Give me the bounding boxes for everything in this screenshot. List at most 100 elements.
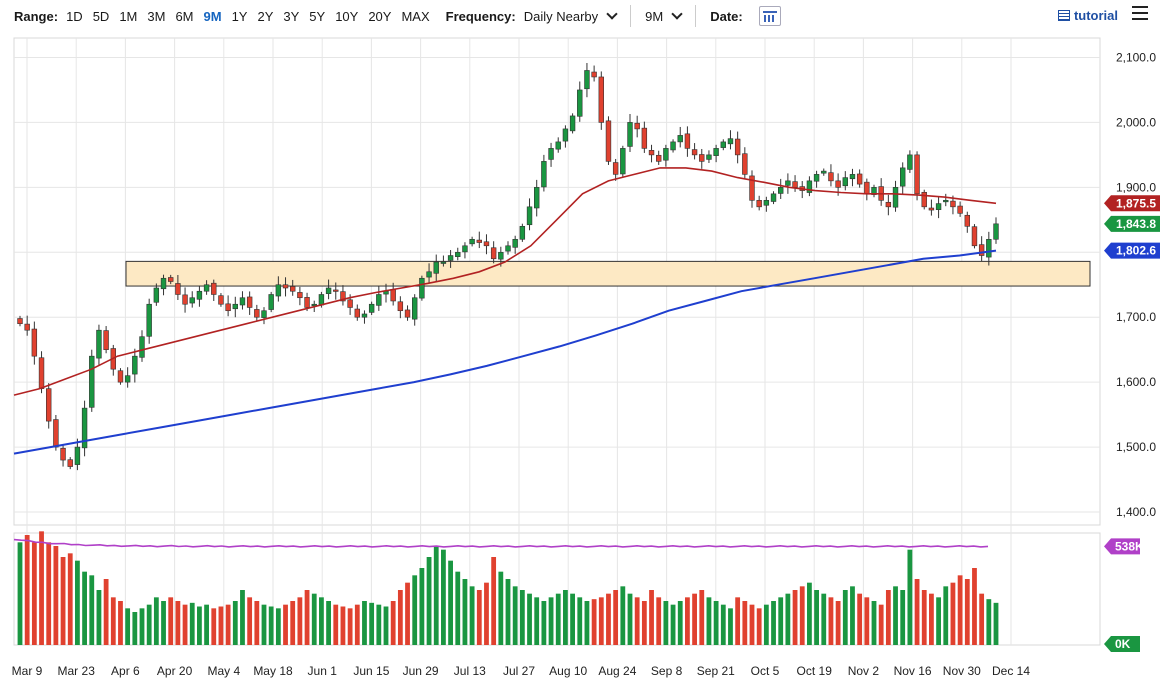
candle [935, 196, 942, 219]
candle [648, 144, 655, 163]
candle [505, 241, 511, 255]
range-1m[interactable]: 1M [119, 8, 138, 24]
frequency-dropdown[interactable]: Daily Nearby [524, 8, 618, 24]
candle [168, 274, 174, 285]
candle [225, 295, 231, 317]
candle [713, 144, 719, 163]
price-marker: 1,843.8 [1104, 215, 1160, 232]
calendar-icon[interactable] [758, 6, 781, 26]
volume-bar [541, 601, 547, 645]
volume-bar [96, 590, 102, 645]
candle-body [835, 180, 841, 188]
volume-markers: 538K 0K [1104, 538, 1144, 652]
candle [96, 324, 102, 366]
volume-bar [563, 590, 568, 645]
range-6m[interactable]: 6M [175, 8, 194, 24]
candle-body [290, 286, 296, 292]
candle [663, 144, 669, 167]
candle-body [196, 290, 203, 300]
date-tick-label: Mar 23 [58, 664, 96, 678]
candle-body [612, 162, 619, 175]
candle [569, 113, 576, 134]
date-tick-label: Jun 1 [308, 664, 338, 678]
candle-body [203, 284, 210, 292]
candle [17, 315, 23, 327]
volume-bar [799, 586, 805, 645]
candle [699, 148, 705, 169]
candle [957, 201, 963, 217]
candle [691, 143, 698, 160]
candle [526, 198, 533, 231]
candle-body [447, 255, 454, 261]
candle [31, 321, 38, 365]
candle [455, 247, 461, 261]
tutorial-link[interactable]: tutorial [1057, 8, 1118, 23]
candle [978, 236, 985, 262]
candle [132, 348, 138, 383]
range-1d[interactable]: 1D [66, 8, 83, 24]
candle-body [74, 446, 81, 465]
volume-bar [319, 597, 324, 645]
candle [124, 367, 131, 388]
volume-bar [756, 608, 762, 645]
candle [67, 457, 73, 470]
candle-body [749, 175, 755, 201]
range-2y[interactable]: 2Y [257, 8, 274, 24]
volume-bar [649, 590, 654, 645]
candle-body [490, 247, 497, 260]
candle [864, 178, 870, 201]
candle-body [368, 303, 375, 313]
candle-body [53, 419, 59, 448]
volume-bar [67, 553, 73, 645]
volume-bar [204, 604, 209, 645]
range-max[interactable]: MAX [401, 8, 430, 24]
candle-body [541, 161, 547, 188]
volume-bar [936, 597, 941, 645]
volume-bar [390, 601, 396, 645]
period-dropdown[interactable]: 9M [645, 8, 683, 24]
candle [146, 298, 152, 344]
range-3y[interactable]: 3Y [283, 8, 300, 24]
volume-bar [885, 590, 891, 645]
volume-marker: 0K [1104, 636, 1140, 652]
candle [562, 125, 569, 148]
date-tick-label: Apr 6 [111, 664, 140, 678]
range-5y[interactable]: 5Y [309, 8, 326, 24]
volume-bar [455, 571, 461, 645]
volume-bar [441, 549, 446, 645]
candle-body [354, 308, 360, 318]
candle-body [304, 297, 310, 308]
volume-bar [340, 606, 346, 645]
candle [512, 235, 518, 254]
range-20y[interactable]: 20Y [368, 8, 392, 24]
range-10y[interactable]: 10Y [335, 8, 359, 24]
candle [856, 169, 863, 188]
candle-body [31, 328, 38, 357]
candle-body [935, 203, 942, 210]
candle-body [67, 459, 73, 467]
range-3m[interactable]: 3M [147, 8, 166, 24]
candle-body [885, 201, 892, 208]
range-5d[interactable]: 5D [92, 8, 110, 24]
candle [290, 279, 296, 296]
volume-bar [39, 531, 44, 645]
candle-body [117, 370, 124, 383]
candle-body [182, 294, 188, 305]
candle-body [569, 115, 576, 132]
candle-body [275, 284, 282, 297]
candle [734, 131, 741, 164]
hamburger-menu-icon[interactable] [1132, 6, 1148, 20]
candle [620, 145, 626, 177]
candle-body [225, 303, 231, 312]
range-1y[interactable]: 1Y [231, 8, 248, 24]
candle-body [153, 287, 160, 303]
candle-body [806, 180, 813, 193]
volume-bar [89, 575, 95, 645]
volume-bar [412, 575, 418, 645]
candle-body [928, 207, 935, 211]
range-9m[interactable]: 9M [203, 8, 222, 24]
volume-bar [484, 582, 489, 645]
candle [361, 310, 368, 324]
volume-marker: 538K [1104, 538, 1144, 555]
